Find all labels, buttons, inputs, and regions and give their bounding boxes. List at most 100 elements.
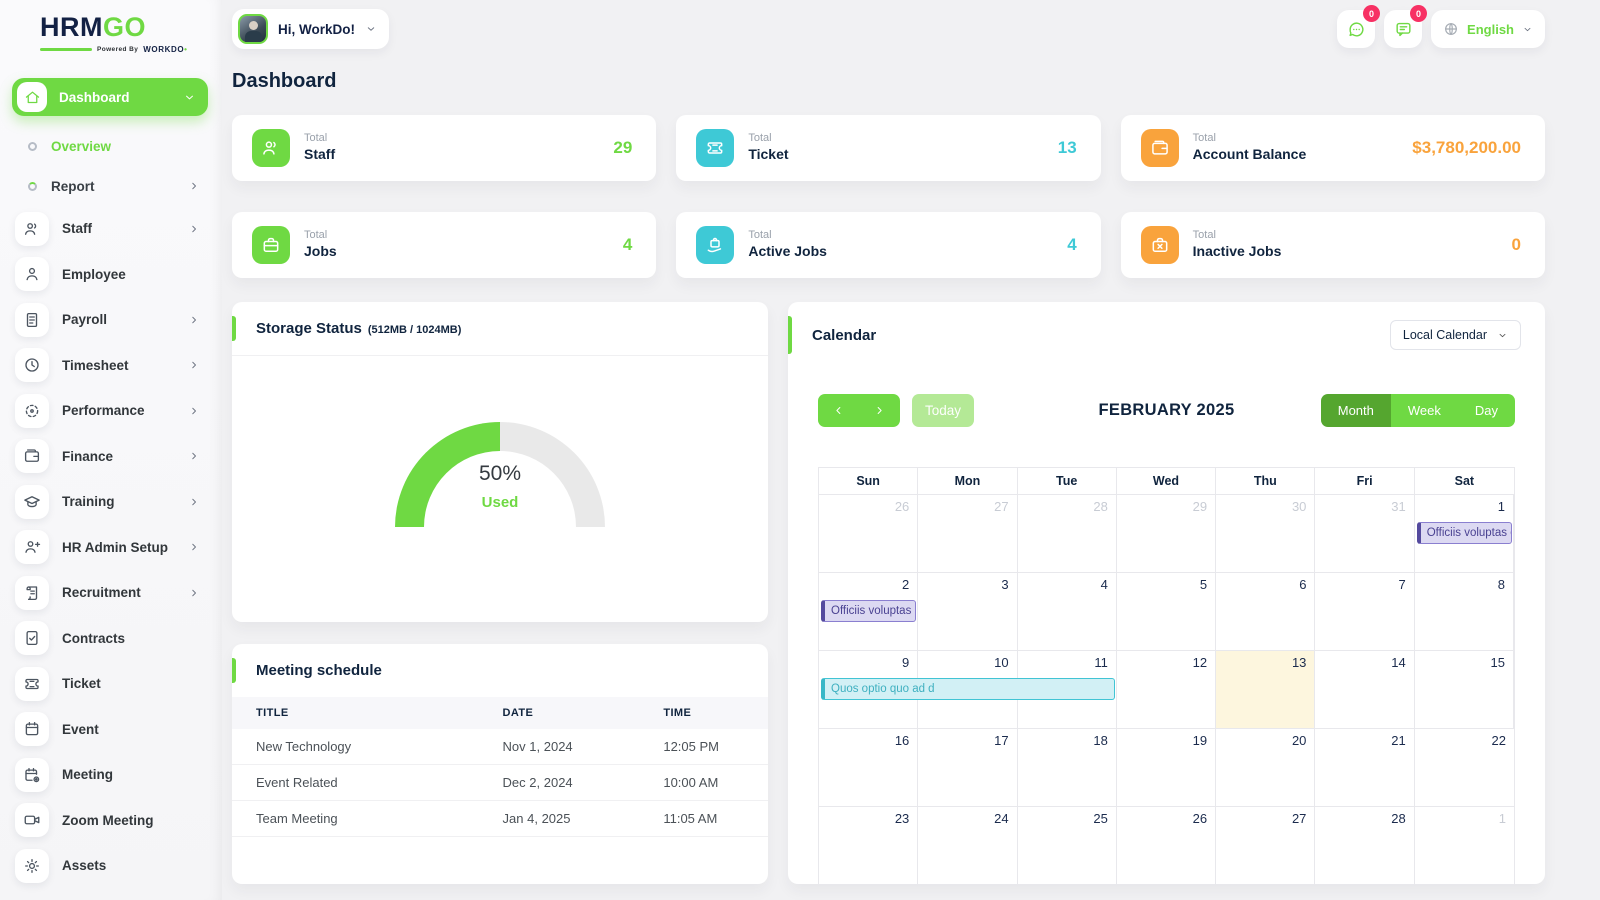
calendar-view-day-button[interactable]: Day — [1457, 394, 1515, 427]
calendar-today-button[interactable]: Today — [912, 394, 975, 427]
sidebar-item-event[interactable]: Event — [0, 707, 222, 753]
column-header-title: TITLE — [232, 697, 479, 729]
page-title: Dashboard — [232, 70, 337, 92]
calendar-day-cell[interactable]: 8 — [1415, 573, 1514, 650]
sidebar-item-timesheet[interactable]: Timesheet — [0, 343, 222, 389]
sidebar-item-meeting[interactable]: Meeting — [0, 752, 222, 798]
calendar-day-cell[interactable]: 27 — [1216, 807, 1316, 884]
calendar-event[interactable]: Quos optio quo ad d — [821, 678, 1115, 700]
sidebar-item-dashboard[interactable]: Dashboard — [12, 78, 208, 116]
sidebar-item-payroll[interactable]: Payroll — [0, 297, 222, 343]
message-notifications-button[interactable]: 0 — [1384, 5, 1428, 48]
sidebar-item-ticket[interactable]: Ticket — [0, 661, 222, 707]
calendar-next-button[interactable] — [859, 394, 900, 427]
sidebar-item-employee[interactable]: Employee — [0, 252, 222, 298]
calendar-source-value: Local Calendar — [1402, 328, 1487, 342]
calendar-day-cell[interactable]: 11 — [1018, 651, 1117, 728]
calendar-day-cell[interactable]: 21 — [1315, 729, 1415, 806]
storage-gauge: 50% Used — [395, 422, 605, 527]
storage-title: Storage Status — [256, 320, 362, 337]
calendar-day-cell[interactable]: 2 — [819, 573, 919, 650]
calendar-view-week-button[interactable]: Week — [1390, 394, 1458, 427]
calendar-toolbar: Today FEBRUARY 2025 Month Week Day — [818, 394, 1515, 427]
calendar-prev-button[interactable] — [818, 394, 859, 427]
table-row: Team Meeting Jan 4, 2025 11:05 AM — [232, 800, 768, 837]
chevron-right-icon — [873, 404, 886, 417]
file-invoice-icon — [23, 311, 41, 329]
sidebar-item-finance[interactable]: Finance — [0, 434, 222, 480]
calendar-day-cell[interactable]: 23 — [819, 807, 919, 884]
sidebar-item-label: Report — [51, 178, 95, 194]
chevron-down-icon — [183, 91, 196, 104]
calendar-day-cell[interactable]: 29 — [1117, 495, 1217, 572]
calendar-day-cell[interactable]: 1 — [1415, 495, 1514, 572]
sidebar-item-hr-admin-setup[interactable]: HR Admin Setup — [0, 525, 222, 571]
calendar-day-cell[interactable]: 18 — [1018, 729, 1117, 806]
app-logo: HRMGO Powered By WORKDO• — [0, 0, 222, 54]
calendar-day-cell[interactable]: 27 — [918, 495, 1018, 572]
calendar-source-select[interactable]: Local Calendar — [1389, 320, 1521, 350]
calendar-day-cell[interactable]: 1 — [1498, 811, 1506, 826]
calendar-day-cell[interactable]: 26 — [1117, 807, 1217, 884]
calendar-day-cell[interactable]: 30 — [1216, 495, 1316, 572]
calendar-day-cell[interactable]: 20 — [1216, 729, 1316, 806]
calendar-week-row: 9 10 11 12 13 14 15 Quos optio quo ad d — [819, 650, 1514, 728]
calendar-day-cell[interactable]: 28 — [1315, 807, 1415, 884]
chevron-left-icon — [832, 404, 845, 417]
calendar-day-cell[interactable]: 14 — [1315, 651, 1415, 728]
user-plus-icon — [23, 538, 41, 556]
sidebar-item-label: Staff — [62, 221, 92, 237]
sidebar-item-contracts[interactable]: Contracts — [0, 616, 222, 662]
user-menu-button[interactable]: Hi, WorkDo! — [232, 9, 389, 49]
calendar-day-cell-today[interactable]: 13 — [1216, 651, 1316, 728]
stat-card-label: Account Balance — [1192, 146, 1307, 162]
calendar-day-cell[interactable]: 12 — [1117, 651, 1217, 728]
sidebar-item-overview[interactable]: Overview — [0, 126, 222, 166]
briefcase-icon — [261, 235, 281, 255]
calendar-day-cell[interactable]: 26 — [819, 495, 919, 572]
calendar-day-cell[interactable]: 7 — [1315, 573, 1415, 650]
calendar-event[interactable]: Officiis voluptas c — [821, 600, 917, 622]
calendar-view-switcher: Month Week Day — [1320, 394, 1515, 427]
sidebar-item-zoom-meeting[interactable]: Zoom Meeting — [0, 798, 222, 844]
stat-card-active-jobs: Total Active Jobs 4 — [676, 212, 1101, 278]
calendar-day-cell[interactable]: 4 — [1018, 573, 1117, 650]
calendar-day-cell[interactable]: 16 — [819, 729, 919, 806]
calendar-event[interactable]: Officiis voluptas c — [1416, 522, 1512, 544]
calendar-day-cell[interactable]: 22 — [1491, 733, 1506, 748]
sidebar-item-performance[interactable]: Performance — [0, 388, 222, 434]
sidebar-item-assets[interactable]: Assets — [0, 843, 222, 889]
sidebar-item-staff[interactable]: Staff — [0, 206, 222, 252]
sidebar-item-report[interactable]: Report — [0, 166, 222, 206]
calendar-day-cell[interactable]: 6 — [1216, 573, 1316, 650]
calendar-day-cell[interactable]: 24 — [918, 807, 1018, 884]
calendar-day-cell[interactable]: 28 — [1018, 495, 1117, 572]
topbar: Hi, WorkDo! 0 0 English — [232, 0, 1545, 58]
stat-card-top-label: Total — [304, 229, 328, 241]
stat-card-label: Staff — [304, 146, 336, 162]
stat-card-value: 4 — [1067, 235, 1077, 254]
calendar-day-cell[interactable]: 5 — [1117, 573, 1217, 650]
calendar-day-cell[interactable]: 17 — [918, 729, 1018, 806]
language-selector[interactable]: English — [1431, 10, 1545, 48]
day-header-sat: Sat — [1454, 474, 1475, 488]
calendar-day-cell[interactable]: 15 — [1415, 651, 1514, 728]
sidebar-item-label: Event — [62, 721, 99, 737]
calendar-view-month-button[interactable]: Month — [1320, 394, 1391, 427]
sidebar-item-label: Recruitment — [62, 585, 141, 601]
calendar-day-cell[interactable]: 25 — [1018, 807, 1117, 884]
sidebar-item-label: Contracts — [62, 630, 126, 646]
calendar-day-cell[interactable]: 31 — [1315, 495, 1415, 572]
user-avatar — [238, 14, 268, 44]
day-header-wed: Wed — [1117, 468, 1217, 494]
panel-accent-bar — [232, 316, 236, 341]
chat-notifications-button[interactable]: 0 — [1337, 5, 1381, 48]
ticket-icon — [705, 138, 725, 158]
calendar-title: Calendar — [812, 326, 877, 344]
ticket-icon — [23, 675, 41, 693]
calendar-day-cell[interactable]: 3 — [918, 573, 1018, 650]
sidebar-item-recruitment[interactable]: Recruitment — [0, 570, 222, 616]
calendar-day-cell[interactable]: 19 — [1117, 729, 1217, 806]
sidebar-item-training[interactable]: Training — [0, 479, 222, 525]
sidebar-item-label: Zoom Meeting — [62, 812, 154, 828]
